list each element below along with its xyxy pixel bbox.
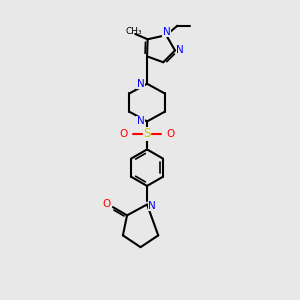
Text: N: N xyxy=(137,116,145,126)
Text: N: N xyxy=(163,27,170,37)
Text: O: O xyxy=(167,129,175,139)
Text: N: N xyxy=(176,46,184,56)
Text: O: O xyxy=(102,199,110,209)
Text: N: N xyxy=(137,79,145,89)
Text: O: O xyxy=(119,129,128,139)
Text: N: N xyxy=(148,201,156,211)
Text: S: S xyxy=(143,127,151,140)
Text: CH₃: CH₃ xyxy=(125,26,142,35)
